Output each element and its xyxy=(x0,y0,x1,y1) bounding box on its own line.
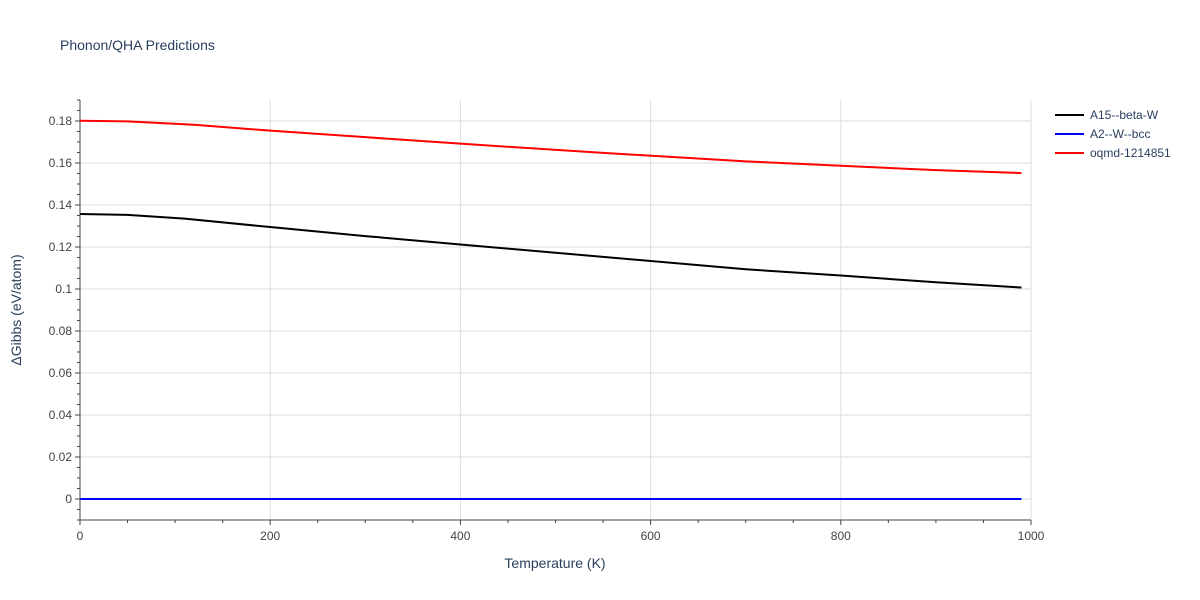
y-tick-label: 0.12 xyxy=(49,240,73,254)
legend-item-1[interactable]: A15--beta-W xyxy=(1055,108,1159,122)
x-tick-label: 800 xyxy=(831,529,851,543)
y-axis-title: ΔGibbs (eV/atom) xyxy=(8,254,24,365)
axes: 0 200 400 600 800 1000 0 0.02 0.04 0.06 0.08 0.1 0.1… xyxy=(49,99,1045,543)
x-tick-label: 0 xyxy=(77,529,84,543)
y-tick-label: 0.02 xyxy=(49,450,73,464)
y-tick-label: 0.18 xyxy=(49,114,73,128)
legend-label: A15--beta-W xyxy=(1090,108,1159,122)
legend[interactable]: A15--beta-W A2--W--bcc oqmd-1214851 xyxy=(1055,108,1171,160)
y-tick-label: 0.08 xyxy=(49,324,73,338)
x-axis-title: Temperature (K) xyxy=(504,555,605,571)
x-tick-label: 1000 xyxy=(1018,529,1045,543)
series-line-3 xyxy=(79,119,1022,175)
series-line-1 xyxy=(79,213,1022,289)
y-tick-label: 0 xyxy=(65,492,72,506)
y-tick-label: 0.14 xyxy=(49,198,73,212)
x-tick-label: 600 xyxy=(641,529,661,543)
y-tick-label: 0.06 xyxy=(49,366,73,380)
chart-title: Phonon/QHA Predictions xyxy=(60,37,215,53)
series-group xyxy=(79,119,1022,500)
legend-label: oqmd-1214851 xyxy=(1090,146,1171,160)
y-tick-label: 0.1 xyxy=(55,282,72,296)
y-tick-label: 0.16 xyxy=(49,156,73,170)
legend-item-2[interactable]: A2--W--bcc xyxy=(1055,127,1150,141)
y-tick-label: 0.04 xyxy=(49,408,73,422)
legend-item-3[interactable]: oqmd-1214851 xyxy=(1055,146,1171,160)
x-tick-label: 200 xyxy=(260,529,280,543)
x-tick-label: 400 xyxy=(450,529,470,543)
gridlines xyxy=(80,100,1032,520)
legend-label: A2--W--bcc xyxy=(1090,127,1150,141)
